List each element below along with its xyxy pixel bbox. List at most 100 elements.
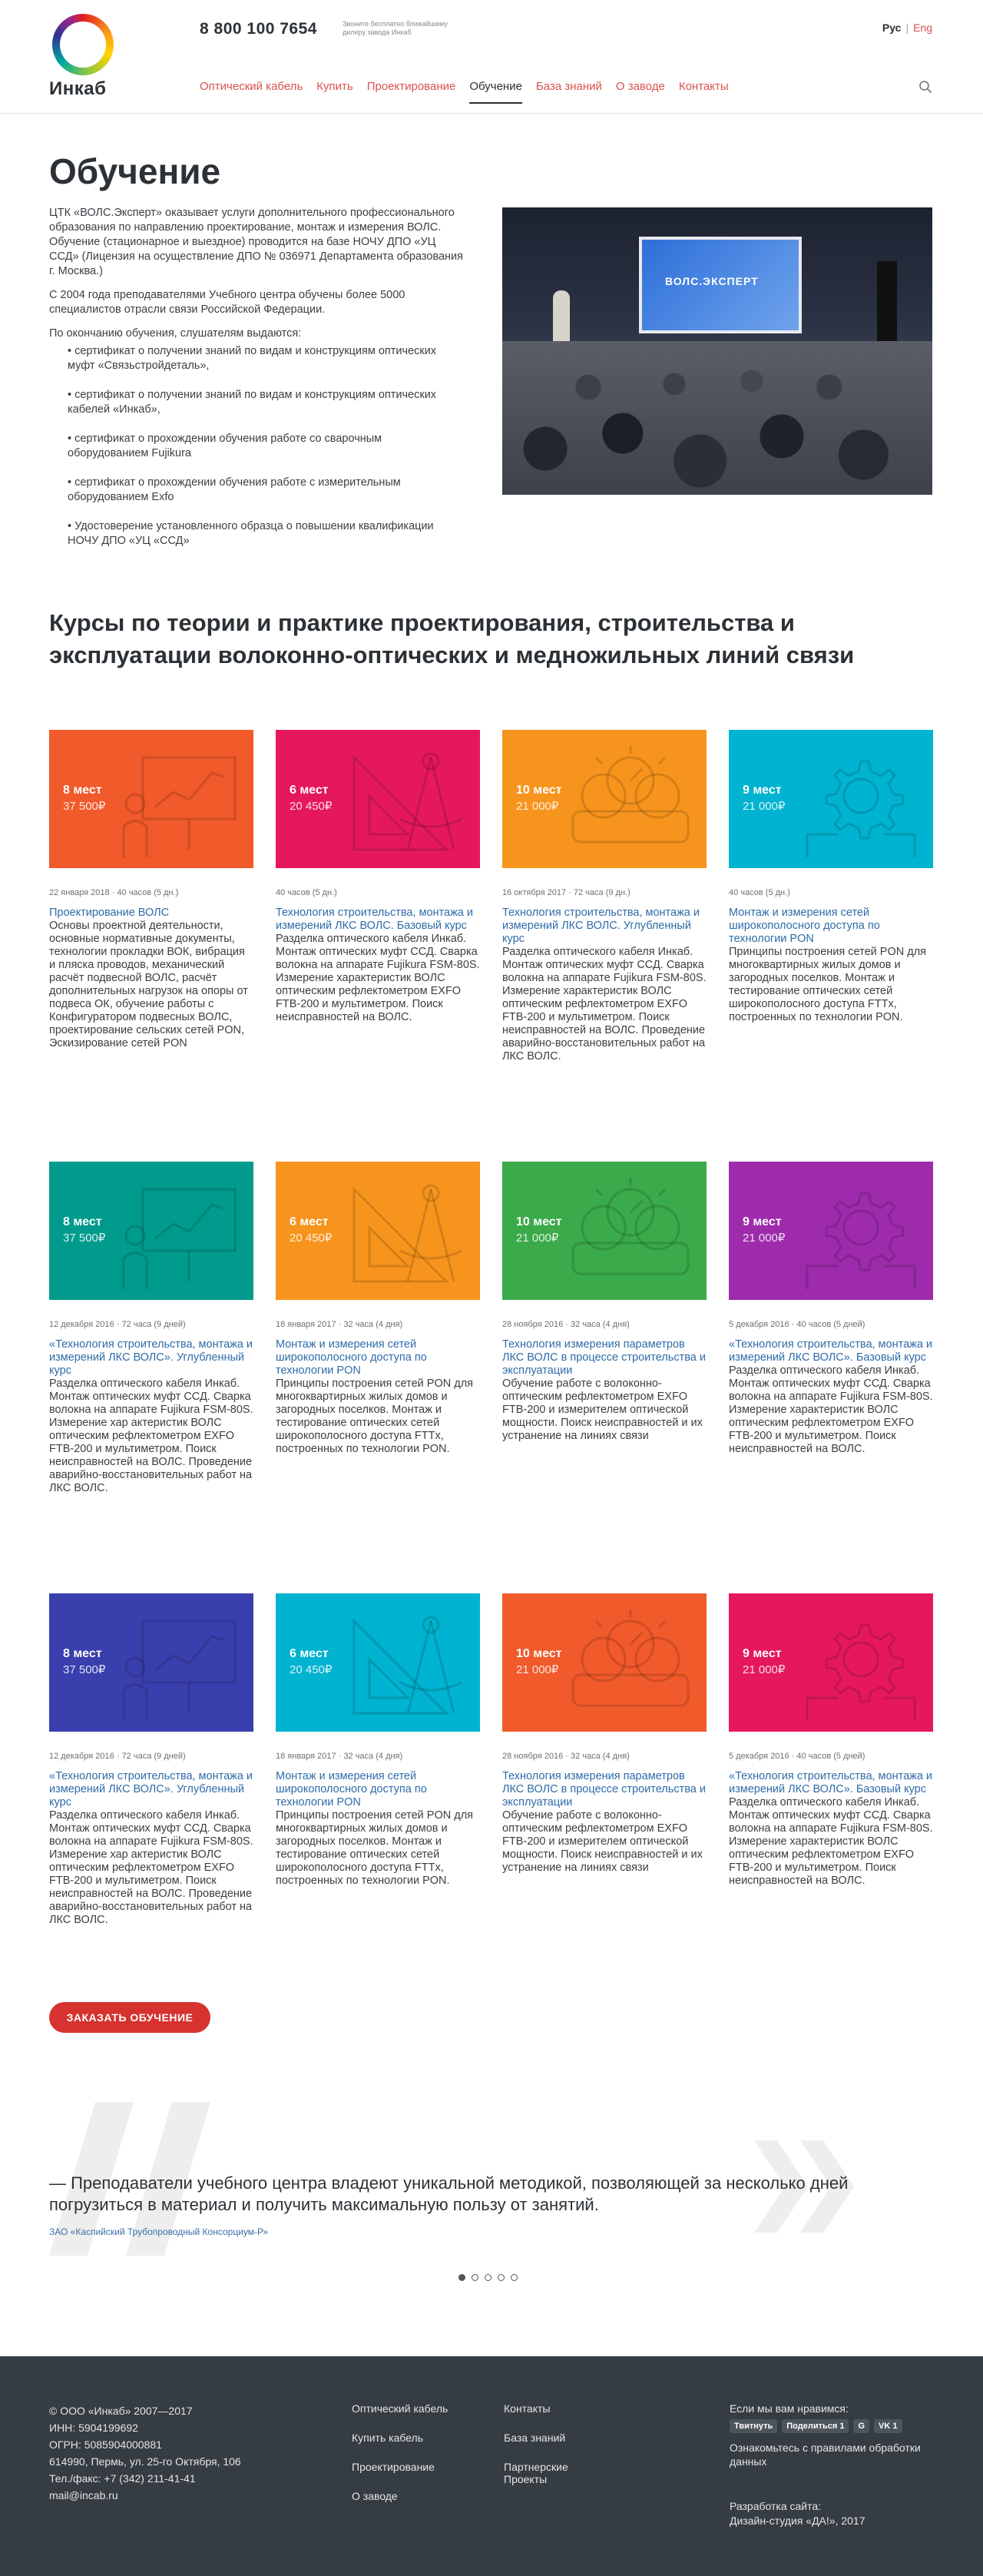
slider-dot[interactable] [458,2274,465,2281]
footer-link[interactable]: Контакты [504,2402,551,2415]
slider-dot[interactable] [485,2274,492,2281]
course-description: Разделка оптического кабеля Инкаб. Монта… [502,946,707,1063]
order-training-button[interactable]: ЗАКАЗАТЬ ОБУЧЕНИЕ [49,2002,210,2033]
course-thumb[interactable]: 6 мест 20 450₽ [276,1593,480,1732]
footer-link[interactable]: Партнерские Проекты [504,2461,568,2485]
course-title[interactable]: Технология измерения параметров ЛКС ВОЛС… [502,1770,706,1809]
course-title[interactable]: Технология измерения параметров ЛКС ВОЛС… [502,1338,706,1377]
course-card[interactable]: 10 мест 21 000₽ 28 ноября 2016 · 32 часа (… [502,1162,707,1593]
slider-dot[interactable] [472,2274,478,2281]
course-title[interactable]: Технология строительства, монтажа и изме… [502,907,700,945]
course-thumb[interactable]: 10 мест 21 000₽ [502,1593,707,1732]
quote-author[interactable]: ЗАО «Каспийский Трубопроводный Консорциу… [49,2226,269,2237]
logo-ring-icon [52,14,114,75]
footer-ogrn: ОГРН: 5085904000881 [49,2438,162,2451]
footer-link[interactable]: О заводе [352,2490,398,2502]
course-meta: 18 января 2017 · 32 часа (4 дня) [276,1752,403,1761]
course-description: Принципы построения сетей PON для многок… [729,946,927,1023]
certificate-item: сертификат о получении знаний по видам и… [68,388,464,417]
course-title[interactable]: «Технология строительства, монтажа и изм… [729,1770,933,1795]
course-thumb[interactable]: 6 мест 20 450₽ [276,730,480,868]
course-title[interactable]: Монтаж и измерения сетей широкополосного… [276,1770,427,1809]
course-title[interactable]: Монтаж и измерения сетей широкополосного… [729,907,880,945]
course-card[interactable]: 8 мест 37 500₽ 12 декабря 2016 · 72 часа (… [49,1162,253,1593]
course-price: 21 000₽ [516,800,559,813]
lang-ru[interactable]: Рус [882,22,902,34]
lang-en[interactable]: Eng [913,22,932,34]
nav-training[interactable]: Обучение [469,80,522,104]
course-price: 37 500₽ [63,1663,106,1676]
course-thumb[interactable]: 6 мест 20 450₽ [276,1162,480,1300]
phone-number[interactable]: 8 800 100 7654 [200,20,317,38]
logo[interactable]: Инкаб [49,14,118,99]
course-card[interactable]: 9 мест 21 000₽ 5 декабря 2016 · 40 часов (… [729,1162,933,1593]
course-seats: 6 мест [290,1647,329,1660]
course-thumb[interactable]: 10 мест 21 000₽ [502,1162,707,1300]
certificate-item: сертификат о прохождении обучения работе… [68,432,464,461]
footer-link[interactable]: Проектирование [352,2461,435,2473]
course-description: Разделка оптического кабеля Инкаб. Монта… [276,933,480,1023]
course-meta: 28 ноября 2016 · 32 часа (4 дня) [502,1320,630,1329]
course-card[interactable]: 6 мест 20 450₽ 18 января 2017 · 32 часа (4… [276,1162,480,1593]
course-card[interactable]: 10 мест 21 000₽ 28 ноября 2016 · 32 часа (… [502,1593,707,2025]
course-thumb[interactable]: 8 мест 37 500₽ [49,1593,253,1732]
vk-share-button[interactable]: VK 1 [874,2419,902,2433]
twitter-share-button[interactable]: Твитнуть [730,2419,778,2433]
search-icon[interactable] [918,80,932,94]
course-thumb[interactable]: 8 мест 37 500₽ [49,730,253,868]
course-title[interactable]: Монтаж и измерения сетей широкополосного… [276,1338,427,1377]
course-title[interactable]: «Технология строительства, монтажа и изм… [49,1338,253,1377]
gear-icon [806,1623,916,1721]
footer-link[interactable]: База знаний [504,2432,566,2444]
nav-optical-cable[interactable]: Оптический кабель [200,80,303,93]
gear-icon [806,760,916,857]
course-description: Принципы построения сетей PON для многок… [276,1378,474,1455]
nav-design[interactable]: Проектирование [366,80,456,93]
slider-dot[interactable] [511,2274,518,2281]
course-thumb[interactable]: 8 мест 37 500₽ [49,1162,253,1300]
certificate-item: сертификат о получении знаний по видам и… [68,344,464,373]
course-description: Разделка оптического кабеля Инкаб. Монта… [729,1796,933,1887]
course-card[interactable]: 9 мест 21 000₽ 40 часов (5 дн.) Монтаж и из… [729,730,933,1162]
developer-link[interactable]: Дизайн-студия «ДА!», 2017 [730,2515,866,2527]
privacy-policy-link[interactable]: Ознакомьтесь с правилами обработки данны… [730,2442,921,2468]
course-thumb[interactable]: 10 мест 21 000₽ [502,730,707,868]
course-thumb[interactable]: 9 мест 21 000₽ [729,1593,933,1732]
nav-knowledge-base[interactable]: База знаний [535,80,602,93]
course-price: 20 450₽ [290,800,333,813]
speaker-figure [553,290,570,344]
google-share-button[interactable]: G [853,2419,870,2433]
facebook-share-button[interactable]: Поделиться 1 [782,2419,849,2433]
nav-buy[interactable]: Купить [316,80,353,93]
course-card[interactable]: 8 мест 37 500₽ 12 декабря 2016 · 72 часа (… [49,1593,253,2025]
projector-screen-text: ВОЛС.ЭКСПЕРТ [665,275,759,287]
footer-email[interactable]: mail@incab.ru [49,2489,118,2501]
intro-paragraph: С 2004 года преподавателями Учебного цен… [49,289,405,316]
course-card[interactable]: 9 мест 21 000₽ 5 декабря 2016 · 40 часов (… [729,1593,933,2025]
slider-dot[interactable] [498,2274,505,2281]
course-title[interactable]: Технология строительства, монтажа и изме… [276,907,473,932]
footer-links-1: Оптический кабель Купить кабель Проектир… [352,2402,448,2519]
testimonial: — Преподаватели учебного центра владеют … [0,2102,983,2263]
course-meta: 18 января 2017 · 32 часа (4 дня) [276,1320,403,1329]
course-card[interactable]: 10 мест 21 000₽ 16 октября 2017 · 72 часа … [502,730,707,1162]
course-card[interactable]: 6 мест 20 450₽ 40 часов (5 дн.) Технология … [276,730,480,1162]
course-card[interactable]: 8 мест 37 500₽ 22 января 2018 · 40 часов (… [49,730,253,1162]
nav-about[interactable]: О заводе [615,80,665,93]
certificate-item: Удостоверение установленного образца о п… [68,519,464,549]
slider-dots [458,2274,518,2281]
footer-link[interactable]: Оптический кабель [352,2402,448,2415]
course-meta: 12 декабря 2016 · 72 часа (9 дней) [49,1320,186,1329]
course-title[interactable]: Проектирование ВОЛС [49,907,170,919]
course-title[interactable]: «Технология строительства, монтажа и изм… [49,1770,253,1809]
course-price: 20 450₽ [290,1663,333,1676]
course-thumb[interactable]: 9 мест 21 000₽ [729,1162,933,1300]
nav-contacts[interactable]: Контакты [678,80,729,93]
course-card[interactable]: 6 мест 20 450₽ 18 января 2017 · 32 часа (4… [276,1593,480,2025]
course-meta: 28 ноября 2016 · 32 часа (4 дня) [502,1752,630,1761]
footer-inn: ИНН: 5904199692 [49,2422,138,2434]
drafting-tools-icon [352,1616,462,1715]
course-thumb[interactable]: 9 мест 21 000₽ [729,730,933,868]
course-title[interactable]: «Технология строительства, монтажа и изм… [729,1338,933,1364]
footer-link[interactable]: Купить кабель [352,2432,424,2444]
